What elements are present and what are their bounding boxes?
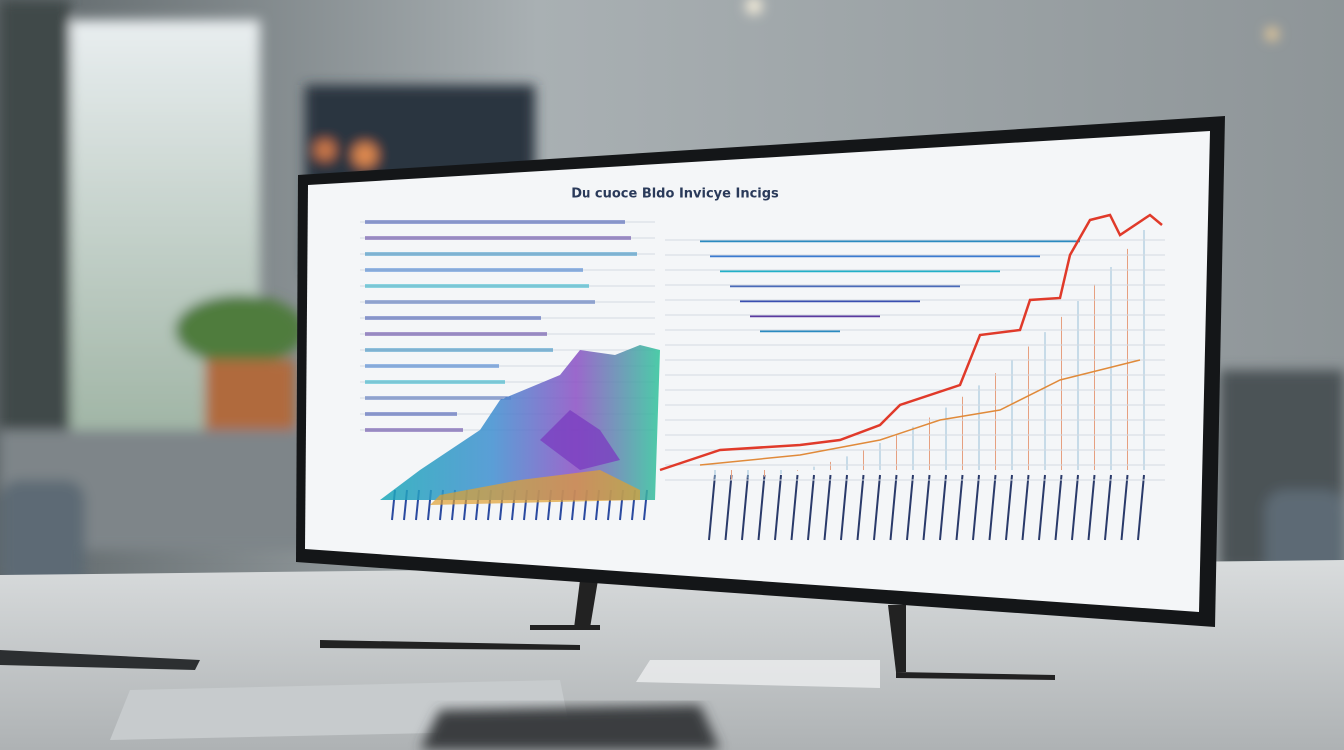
column-line	[856, 474, 865, 541]
column-line	[1137, 474, 1145, 541]
light	[315, 140, 335, 160]
column-line	[1005, 474, 1013, 541]
column-line	[873, 474, 881, 541]
column-line	[790, 474, 799, 541]
reflection	[636, 660, 880, 688]
screen-content: Dս cuoce Bldo Invicye Incigs	[360, 187, 1165, 541]
column-line	[708, 474, 716, 541]
desk-edge-object	[0, 650, 200, 670]
column-line	[1021, 474, 1030, 541]
red-line	[659, 213, 1163, 472]
column-line	[1054, 474, 1063, 541]
column-line	[807, 474, 815, 541]
column-line	[939, 474, 947, 541]
plant	[175, 295, 305, 365]
column-line	[988, 474, 997, 541]
column-line	[1104, 474, 1112, 541]
column-line	[1071, 474, 1079, 541]
stand-foot	[896, 672, 1055, 680]
column-line	[955, 474, 964, 541]
pot	[205, 360, 295, 430]
light	[353, 143, 377, 167]
stand-foot	[320, 640, 580, 650]
column-line	[1120, 474, 1129, 541]
stand-foot	[530, 625, 600, 630]
column-line	[889, 474, 898, 541]
column-line	[1038, 474, 1046, 541]
column-line	[741, 474, 749, 541]
column-line	[840, 474, 848, 541]
column-line	[757, 474, 766, 541]
stand-leg	[888, 605, 906, 672]
background	[0, 0, 1344, 600]
foreground-object	[420, 705, 720, 750]
area-chart-layer	[540, 410, 620, 470]
column-line	[972, 474, 980, 541]
chair	[0, 480, 85, 590]
column-line	[774, 474, 782, 541]
screen-title: Dս cuoce Bldo Invicye Incigs	[571, 187, 779, 202]
column-line	[922, 474, 931, 541]
ceiling-light	[746, 0, 762, 14]
column-line	[1087, 474, 1096, 541]
column-line	[724, 474, 733, 541]
column-line	[823, 474, 832, 541]
monitor-screen	[305, 131, 1210, 612]
column-line	[906, 474, 914, 541]
stand-leg	[574, 580, 598, 628]
ceiling-light	[1266, 28, 1278, 40]
orange-line	[699, 359, 1141, 466]
area-chart-layer	[430, 470, 640, 505]
window-frame	[0, 0, 70, 460]
